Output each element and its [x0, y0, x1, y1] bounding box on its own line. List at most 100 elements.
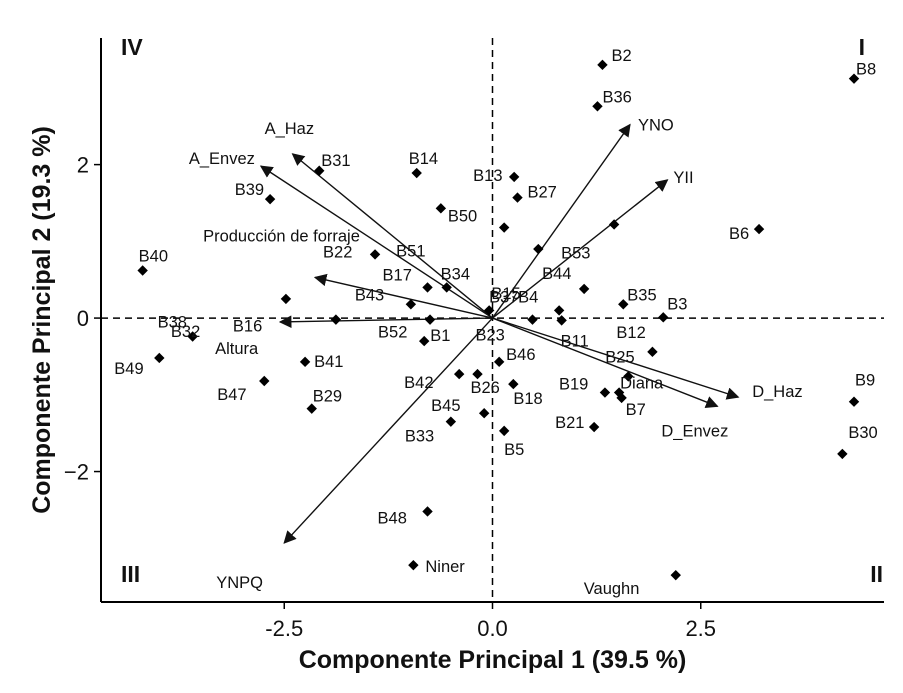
point-label-b50: B50 — [448, 207, 477, 225]
point-label-b41: B41 — [314, 353, 343, 371]
vector-yii — [492, 179, 669, 319]
point-label-b23: B23 — [475, 327, 504, 345]
point-b45 — [478, 408, 490, 419]
point-label-b42: B42 — [404, 374, 433, 392]
point-b26 — [472, 368, 483, 380]
point-label-b52: B52 — [378, 324, 407, 342]
point-b49 — [154, 352, 165, 364]
chart-text: A_Haz A_Envez Producción de forraje Altura Y… — [28, 34, 883, 674]
vector-a-haz — [291, 153, 493, 319]
point-label-b29: B29 — [313, 388, 342, 406]
point-label-b53: B53 — [561, 244, 590, 262]
point-b14 — [411, 167, 422, 179]
axes — [94, 38, 884, 609]
x-tick-label: -2.5 — [265, 616, 303, 641]
point-label-b9: B9 — [855, 372, 875, 390]
point-label-b25: B25 — [605, 348, 634, 366]
y-axis-title: Componente Principal 2 (19.3 %) — [28, 126, 56, 514]
point-label-b22: B22 — [323, 243, 352, 261]
point-label-b33: B33 — [405, 428, 434, 446]
point-label-b32: B32 — [171, 323, 200, 341]
point-b52 — [424, 314, 436, 325]
point-b51 — [498, 222, 510, 233]
point-label-b21: B21 — [555, 414, 584, 432]
point-label-b34: B34 — [441, 265, 470, 283]
point-b35 — [618, 299, 629, 310]
point-b46 — [493, 356, 505, 368]
x-tick-label: 0.0 — [477, 616, 508, 641]
point-label-vaughn: Vaughn — [584, 580, 640, 598]
vector-label-altura: Altura — [215, 340, 259, 358]
point-b40 — [137, 265, 148, 276]
point-label-b8: B8 — [856, 61, 876, 79]
loading-vectors — [259, 123, 740, 544]
point-label-niner: Niner — [425, 558, 465, 576]
point-b36 — [592, 101, 603, 112]
vector-label-ynpq: YNPQ — [216, 574, 263, 592]
vector-label-yii: YII — [673, 169, 693, 187]
point-b19 — [599, 387, 611, 398]
point-b25 — [623, 371, 634, 382]
point-b18 — [508, 378, 519, 390]
point-b37 — [483, 305, 495, 316]
point-label-b16: B16 — [233, 318, 262, 336]
point-label-b40: B40 — [139, 248, 168, 266]
point-b50 — [435, 203, 447, 214]
point-label-b37: B37 — [489, 288, 518, 306]
point-b23 — [527, 314, 538, 325]
point-b3 — [658, 312, 669, 323]
point-label-b51: B51 — [396, 243, 425, 261]
vector-label-yno: YNO — [638, 117, 674, 135]
vector-produccion-de-forraje — [313, 273, 493, 319]
point-label-b15: B15 — [491, 285, 520, 303]
point-b32 — [280, 293, 292, 305]
point-b15 — [533, 243, 544, 255]
point-label-b18: B18 — [513, 390, 542, 408]
point-label-b6: B6 — [729, 225, 749, 243]
point-b27 — [512, 192, 523, 203]
point-label-b13: B13 — [473, 167, 502, 185]
vector-yno — [491, 123, 631, 319]
point-b53 — [608, 219, 620, 230]
point-b38 — [187, 331, 198, 342]
point-label-b46: B46 — [506, 346, 535, 364]
point-label-b12: B12 — [616, 324, 645, 342]
y-tick-label: 0 — [77, 306, 89, 331]
point-label-b36: B36 — [602, 88, 631, 106]
point-b43 — [405, 299, 417, 310]
point-label-b39: B39 — [235, 181, 264, 199]
y-tick-label: −2 — [64, 460, 89, 485]
point-b11 — [556, 315, 567, 326]
point-b31 — [314, 165, 325, 176]
vector-a-envez — [259, 165, 493, 319]
point-label-b3: B3 — [667, 295, 687, 313]
point-label-b45: B45 — [431, 397, 460, 415]
point-label-b30: B30 — [848, 424, 877, 442]
point-label-b43: B43 — [355, 286, 384, 304]
point-b9 — [848, 396, 860, 407]
vector-d-haz — [492, 317, 740, 400]
point-label-b48: B48 — [378, 509, 407, 527]
point-label-b26: B26 — [471, 379, 500, 397]
reference-lines — [101, 38, 884, 602]
point-label-b31: B31 — [321, 152, 350, 170]
score-points — [137, 59, 860, 581]
point-b1 — [418, 335, 430, 347]
point-b22 — [369, 249, 381, 260]
point-label-b1: B1 — [430, 327, 450, 345]
point-b29 — [306, 403, 317, 414]
point-b12 — [647, 346, 658, 358]
point-b39 — [264, 193, 276, 205]
point-label-b47: B47 — [217, 386, 246, 404]
x-tick-label: 2.5 — [685, 616, 716, 641]
point-b34 — [441, 282, 452, 293]
point-b17 — [422, 282, 433, 293]
vector-label-d-haz: D_Haz — [752, 383, 802, 401]
quadrant-i-label: I — [859, 34, 865, 60]
point-b13 — [508, 171, 520, 183]
point-b6 — [753, 223, 765, 235]
point-b16 — [330, 314, 342, 325]
point-b4 — [553, 305, 565, 316]
point-b44 — [578, 283, 590, 295]
vector-label-d-envez: D_Envez — [661, 422, 728, 440]
